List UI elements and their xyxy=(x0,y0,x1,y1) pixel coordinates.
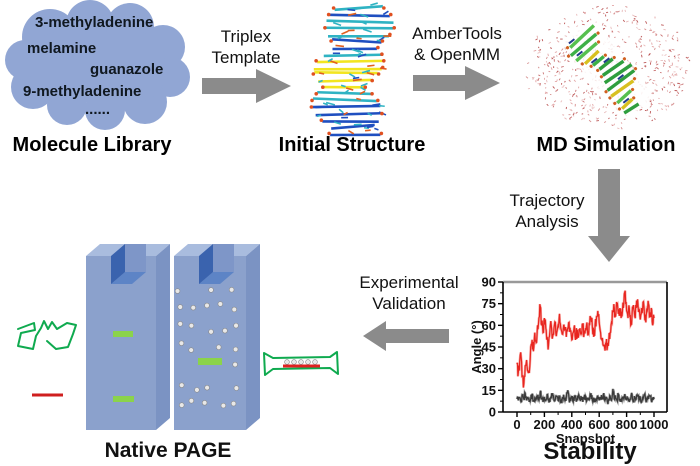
svg-text:800: 800 xyxy=(616,417,638,432)
gel-beads xyxy=(174,287,240,409)
initial-structure-label: Initial Structure xyxy=(278,134,426,156)
step-experimental-validation: Experimental Validation xyxy=(359,273,459,313)
arrow-left-icon xyxy=(363,321,449,351)
svg-text:200: 200 xyxy=(534,417,556,432)
molecule-name: 9-methyladenine xyxy=(23,83,142,100)
molecule-library-label: Molecule Library xyxy=(12,134,172,156)
x-axis-title: Snapshot xyxy=(556,431,616,446)
arrow-right-icon xyxy=(202,69,291,103)
molecule-name: melamine xyxy=(27,40,97,57)
svg-text:400: 400 xyxy=(561,417,583,432)
svg-text:0: 0 xyxy=(489,405,496,420)
molecule-name: guanazole xyxy=(90,61,164,78)
native-page-graphic xyxy=(17,244,339,430)
stability-label: Stability xyxy=(543,438,637,465)
gel-well xyxy=(111,272,146,284)
y-axis: 0 15 30 45 60 75 90 xyxy=(482,275,503,420)
gel-band-green xyxy=(113,396,134,402)
gel-slab-right xyxy=(174,244,260,430)
strip-beads xyxy=(284,359,318,365)
x-axis: 0 200 400 600 800 1000 xyxy=(513,412,668,432)
step-trajectory-analysis: Trajectory Analysis xyxy=(509,191,585,231)
arrow-right-icon xyxy=(413,66,500,100)
svg-text:45: 45 xyxy=(482,340,496,355)
molecule-cloud-items: 3-methyladenine melamine guanazole 9-met… xyxy=(5,2,190,132)
svg-text:15: 15 xyxy=(482,383,496,398)
svg-text:1000: 1000 xyxy=(640,417,669,432)
series-line xyxy=(516,388,655,405)
svg-text:75: 75 xyxy=(482,296,496,311)
triplex-structure-image xyxy=(309,2,397,137)
gel-slab-left xyxy=(86,244,170,430)
molecule-ellipsis: ...... xyxy=(85,101,111,118)
gel-strip-capsule xyxy=(263,351,339,376)
svg-text:30: 30 xyxy=(482,361,496,376)
svg-text:60: 60 xyxy=(482,318,496,333)
md-simulation-image xyxy=(525,5,691,130)
gel-band-green xyxy=(113,331,133,337)
solute-structure xyxy=(564,21,652,119)
svg-text:600: 600 xyxy=(588,417,610,432)
molecule-cloud xyxy=(5,0,190,130)
gel-well xyxy=(199,272,234,284)
svg-text:0: 0 xyxy=(513,417,520,432)
step-triplex-template: Triplex Template xyxy=(211,27,281,67)
arrow-down-icon xyxy=(588,169,630,262)
md-simulation-label: MD Simulation xyxy=(536,134,676,156)
gel-band-green xyxy=(198,358,222,365)
stability-chart: 0 15 30 45 60 75 90 0 200 400 600 800 1000 Angle (°) S… xyxy=(469,275,668,447)
svg-text:90: 90 xyxy=(482,275,496,290)
series-line xyxy=(516,290,655,388)
native-page-label: Native PAGE xyxy=(104,439,232,462)
y-axis-title: Angle (°) xyxy=(469,320,484,374)
unfolded-structure-icon xyxy=(17,320,77,350)
step-ambertools-openmm: AmberTools & OpenMM xyxy=(412,24,502,64)
molecule-name: 3-methyladenine xyxy=(35,14,154,31)
